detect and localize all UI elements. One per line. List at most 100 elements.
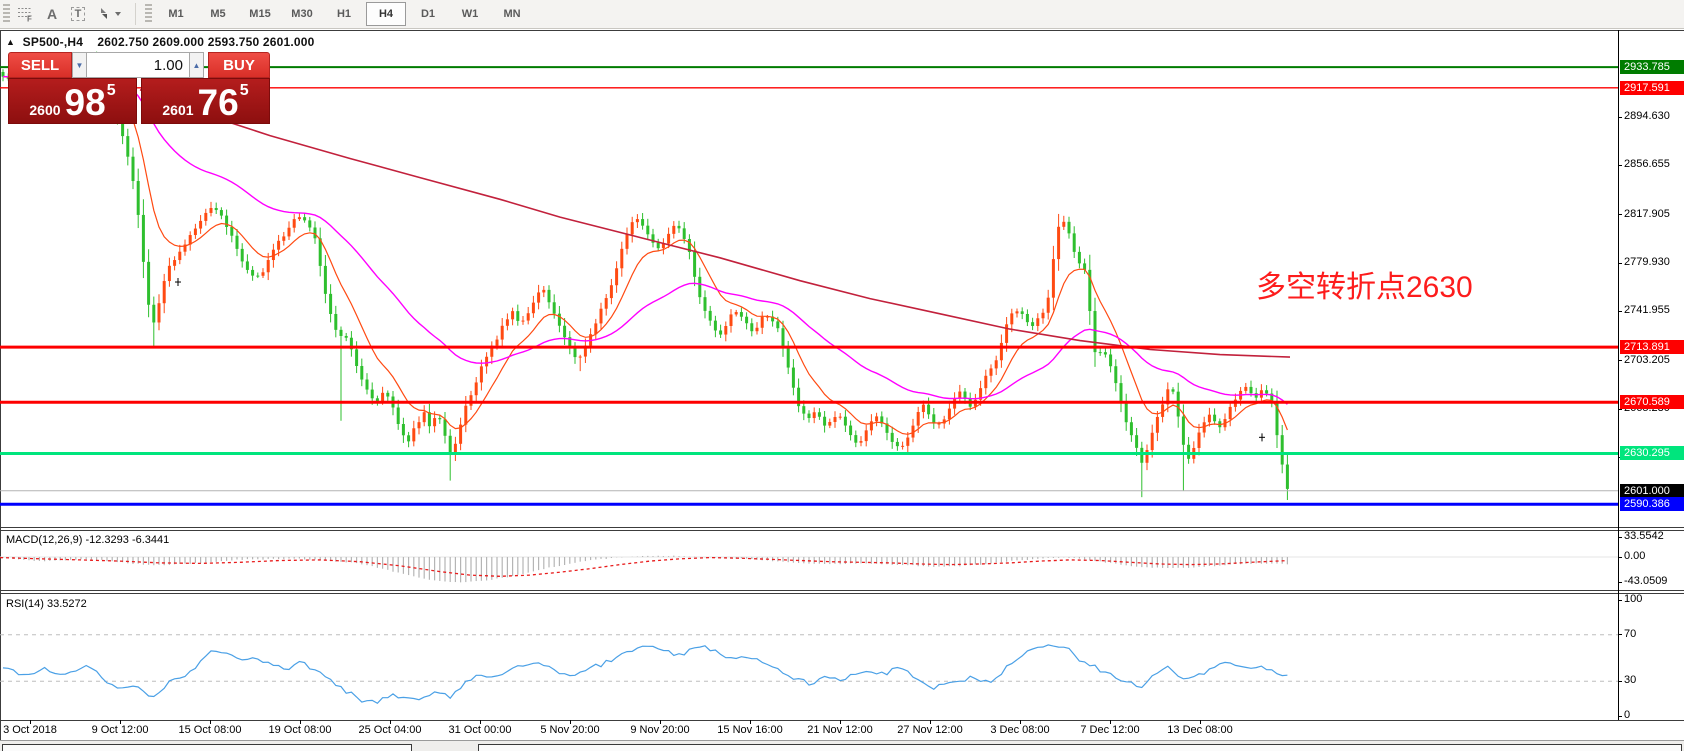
price-badge: 2917.591: [1620, 80, 1684, 95]
time-tick-label: 9 Nov 20:00: [630, 724, 690, 736]
pane-separator[interactable]: [0, 527, 1684, 528]
time-tick-mark: [30, 720, 31, 724]
price-badge: 2713.891: [1620, 340, 1684, 355]
buy-price-sup: 5: [239, 82, 249, 99]
price-tick-mark: [1618, 262, 1622, 264]
text-label-tool-icon[interactable]: A: [46, 6, 58, 22]
price-tick-label: 2779.930: [1624, 256, 1670, 268]
timeframe-button-m5[interactable]: M5: [210, 8, 226, 20]
macd-tick-label: 33.5542: [1624, 530, 1664, 543]
price-badge: 2670.589: [1620, 395, 1684, 410]
price-tick-mark: [1618, 214, 1622, 216]
timeframe-button-m30[interactable]: M30: [291, 8, 313, 20]
fibonacci-tool-icon[interactable]: F: [13, 2, 39, 26]
time-tick-label: 5 Nov 20:00: [540, 724, 600, 736]
timeframe-group: M1 M5 M15 M30 H1 H4 D1 W1 MN: [155, 2, 533, 26]
ohlc-values: 2602.750 2609.000 2593.750 2601.000: [97, 35, 315, 49]
symbol-period-label: SP500-,H4: [22, 35, 84, 49]
time-tick-mark: [930, 720, 931, 724]
macd-tick-label: -43.0509: [1624, 575, 1668, 588]
time-tick-mark: [1110, 720, 1111, 724]
minimized-window-bar[interactable]: [2, 744, 412, 751]
pane-separator[interactable]: [0, 593, 1684, 594]
price-tick-mark: [1618, 164, 1622, 166]
macd-label: MACD(12,26,9) -12.3293 -6.3441: [6, 534, 170, 546]
buy-price-big: 76: [197, 82, 239, 123]
time-tick-label: 13 Dec 08:00: [1167, 724, 1233, 736]
time-tick-label: 7 Dec 12:00: [1080, 724, 1140, 736]
time-tick-mark: [1020, 720, 1021, 724]
macd-tick-label: 0.00: [1624, 550, 1646, 562]
rsi-tick-mark: [1618, 599, 1622, 601]
time-tick-mark: [390, 720, 391, 724]
price-tick-label: 2894.630: [1624, 110, 1670, 122]
chart-annotation-text: 多空转折点2630: [1256, 271, 1473, 304]
timeframe-button-w1[interactable]: W1: [461, 8, 479, 20]
price-badge: 2630.295: [1620, 446, 1684, 461]
toolbar-separator: [135, 3, 136, 25]
price-tick-mark: [1618, 360, 1622, 362]
timeframe-button-h1[interactable]: H1: [336, 8, 352, 20]
minimized-window-bar[interactable]: [478, 744, 1682, 751]
time-tick-label: 9 Oct 12:00: [91, 724, 149, 736]
sell-price-display[interactable]: 2600 98 5: [8, 78, 137, 124]
time-tick-mark: [480, 720, 481, 724]
time-tick-mark: [570, 720, 571, 724]
toolbar-drag-handle[interactable]: [3, 4, 10, 24]
toolbar-drag-handle-2[interactable]: [145, 4, 152, 24]
macd-tick-mark: [1618, 581, 1622, 583]
chart-header: ▲ SP500-,H4 2602.750 2609.000 2593.750 2…: [6, 35, 315, 49]
buy-button[interactable]: BUY: [208, 52, 270, 78]
time-tick-label: 25 Oct 04:00: [358, 724, 422, 736]
volume-increase-button[interactable]: ▲: [189, 52, 204, 78]
time-tick-label: 3 Oct 2018: [3, 724, 57, 736]
arrows-tool-icon[interactable]: [91, 2, 129, 26]
timeframe-button-mn[interactable]: MN: [503, 8, 521, 20]
price-tick-label: 2741.955: [1624, 304, 1670, 317]
rsi-tick-label: 100: [1624, 593, 1643, 605]
time-tick-label: 3 Dec 08:00: [990, 724, 1050, 736]
rsi-tick-label: 30: [1624, 674, 1637, 687]
sell-button[interactable]: SELL: [8, 52, 72, 78]
timeframe-button-d1[interactable]: D1: [420, 8, 436, 20]
timeframe-button-m15[interactable]: M15: [249, 8, 271, 20]
time-tick-mark: [660, 720, 661, 724]
time-tick-mark: [120, 720, 121, 724]
time-tick-label: 21 Nov 12:00: [807, 724, 873, 736]
time-tick-label: 19 Oct 08:00: [268, 724, 332, 736]
timeframe-button-m1[interactable]: M1: [168, 8, 184, 20]
price-axis-line: [1618, 30, 1619, 720]
collapse-icon[interactable]: ▲: [6, 37, 16, 47]
text-box-tool-icon[interactable]: T: [65, 2, 91, 26]
price-tick-label: 2856.655: [1624, 158, 1670, 171]
time-tick-label: 27 Nov 12:00: [897, 724, 963, 736]
rsi-tick-mark: [1618, 680, 1622, 682]
toolbar: F A T M1 M5 M15 M30 H1 H4 D1 W1 MN: [0, 0, 1684, 29]
time-tick-label: 31 Oct 00:00: [448, 724, 512, 736]
time-tick-mark: [210, 720, 211, 724]
timeframe-button-h4[interactable]: H4: [366, 2, 406, 26]
buy-price-handle: 2601: [162, 102, 194, 118]
price-tick-label: 2703.205: [1624, 353, 1670, 366]
time-tick-mark: [300, 720, 301, 724]
time-tick-mark: [1200, 720, 1201, 724]
volume-decrease-button[interactable]: ▼: [72, 52, 87, 78]
one-click-trading-panel: SELL ▼ 1.00 ▲ BUY 2600 98 5 2601 76 5: [8, 52, 270, 124]
chart-window: [0, 30, 1684, 741]
macd-tick-mark: [1618, 556, 1622, 558]
time-tick-label: 15 Oct 08:00: [178, 724, 242, 736]
volume-input[interactable]: 1.00: [87, 52, 189, 78]
price-tick-mark: [1618, 116, 1622, 118]
time-tick-mark: [840, 720, 841, 724]
price-tick-label: 2817.905: [1624, 207, 1670, 220]
time-tick-label: 15 Nov 16:00: [717, 724, 783, 736]
price-badge: 2590.386: [1620, 497, 1684, 512]
pane-separator[interactable]: [0, 530, 1684, 531]
rsi-tick-mark: [1618, 634, 1622, 636]
sell-price-handle: 2600: [29, 102, 61, 118]
pane-separator[interactable]: [0, 590, 1684, 591]
macd-pane[interactable]: [0, 531, 1618, 590]
buy-price-display[interactable]: 2601 76 5: [141, 78, 270, 124]
rsi-pane[interactable]: [0, 594, 1618, 720]
